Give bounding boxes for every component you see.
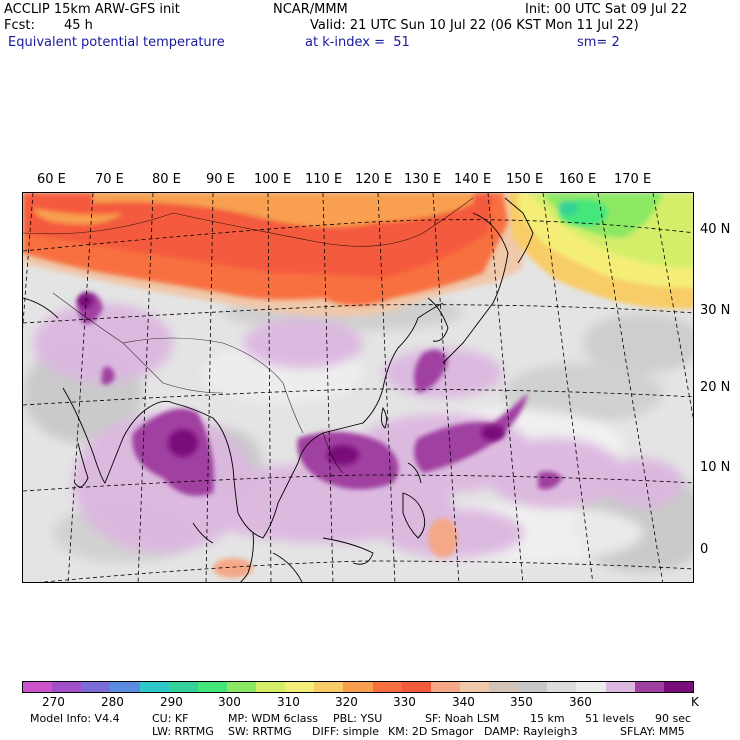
colorbar-label: 310 — [277, 695, 300, 709]
colorbar-swatch — [52, 682, 82, 692]
colorbar-swatch — [23, 682, 53, 692]
colorbar-swatch — [547, 682, 577, 692]
footer-cu: CU: KF — [152, 712, 189, 725]
colorbar-swatch — [168, 682, 198, 692]
footer-km: KM: 2D Smagor — [388, 725, 474, 738]
colorbar-swatch — [430, 682, 460, 692]
colorbar — [22, 681, 694, 693]
borders — [23, 197, 474, 474]
colorbar-swatch — [343, 682, 373, 692]
footer-pbl: PBL: YSU — [333, 712, 383, 725]
colorbar-label: 360 — [569, 695, 592, 709]
init-time: Init: 00 UTC Sat 09 Jul 22 — [525, 2, 688, 17]
footer-levels: 51 levels — [585, 712, 635, 725]
footer-sw: SW: RRTMG — [228, 725, 292, 738]
colorbar-swatch — [314, 682, 344, 692]
lon-label: 110 E — [305, 172, 343, 187]
colorbar-swatch — [605, 682, 635, 692]
colorbar-swatch — [110, 682, 140, 692]
lon-label: 90 E — [206, 172, 235, 187]
lat-label: 10 N — [700, 460, 731, 475]
lon-label: 170 E — [614, 172, 652, 187]
colorbar-label: 340 — [452, 695, 475, 709]
smoothing: sm= 2 — [577, 35, 620, 50]
colorbar-label: 350 — [510, 695, 533, 709]
lon-label: 100 E — [254, 172, 292, 187]
lon-label: 150 E — [506, 172, 544, 187]
lon-label: 70 E — [95, 172, 124, 187]
colorbar-swatch — [197, 682, 227, 692]
colorbar-swatch — [256, 682, 286, 692]
colorbar-label: 290 — [160, 695, 183, 709]
colorbar-label: 270 — [42, 695, 65, 709]
lon-label: 80 E — [152, 172, 181, 187]
valid-time: Valid: 21 UTC Sun 10 Jul 22 (06 KST Mon … — [310, 18, 639, 33]
footer-sflay: SFLAY: MM5 — [620, 725, 685, 738]
colorbar-swatch — [285, 682, 315, 692]
footer-timestep: 90 sec — [655, 712, 692, 725]
lon-label: 160 E — [559, 172, 597, 187]
lon-label: 120 E — [355, 172, 393, 187]
forecast-label: Fcst: — [4, 18, 35, 33]
colorbar-swatch — [226, 682, 256, 692]
colorbar-swatch — [401, 682, 431, 692]
forecast-hour: 45 h — [64, 18, 93, 33]
colorbar-swatch — [634, 682, 664, 692]
colorbar-swatch — [372, 682, 402, 692]
footer-resolution: 15 km — [530, 712, 565, 725]
footer-model-info: Model Info: V4.4 — [30, 712, 120, 725]
footer-lw: LW: RRTMG — [152, 725, 214, 738]
map-panel[interactable] — [22, 192, 694, 583]
lon-label: 140 E — [454, 172, 492, 187]
colorbar-swatch — [139, 682, 169, 692]
theta-e-field — [23, 193, 693, 582]
colorbar-label: 320 — [335, 695, 358, 709]
lat-label: 20 N — [700, 380, 731, 395]
lat-label: 40 N — [700, 222, 731, 237]
colorbar-label: 330 — [393, 695, 416, 709]
footer-mp: MP: WDM 6class — [228, 712, 318, 725]
colorbar-label: 300 — [218, 695, 241, 709]
colorbar-swatch — [489, 682, 519, 692]
lon-label: 60 E — [37, 172, 66, 187]
organization: NCAR/MMM — [273, 2, 348, 17]
lat-label: 30 N — [700, 303, 731, 318]
graticule — [23, 193, 693, 582]
lon-label: 130 E — [404, 172, 442, 187]
field-name: Equivalent potential temperature — [8, 35, 225, 50]
colorbar-swatch — [576, 682, 606, 692]
colorbar-swatch — [518, 682, 548, 692]
colorbar-swatch — [459, 682, 489, 692]
coastlines — [23, 197, 534, 582]
colorbar-swatch — [663, 682, 693, 692]
model-title: ACCLIP 15km ARW-GFS init — [4, 2, 180, 17]
colorbar-swatch — [81, 682, 111, 692]
lat-label: 0 — [700, 542, 709, 557]
footer-sf: SF: Noah LSM — [425, 712, 500, 725]
footer-damp: DAMP: Rayleigh3 — [484, 725, 578, 738]
footer-diff: DIFF: simple — [312, 725, 380, 738]
colorbar-label: 280 — [101, 695, 124, 709]
colorbar-unit: K — [691, 695, 699, 709]
level-index: at k-index = 51 — [305, 35, 410, 50]
